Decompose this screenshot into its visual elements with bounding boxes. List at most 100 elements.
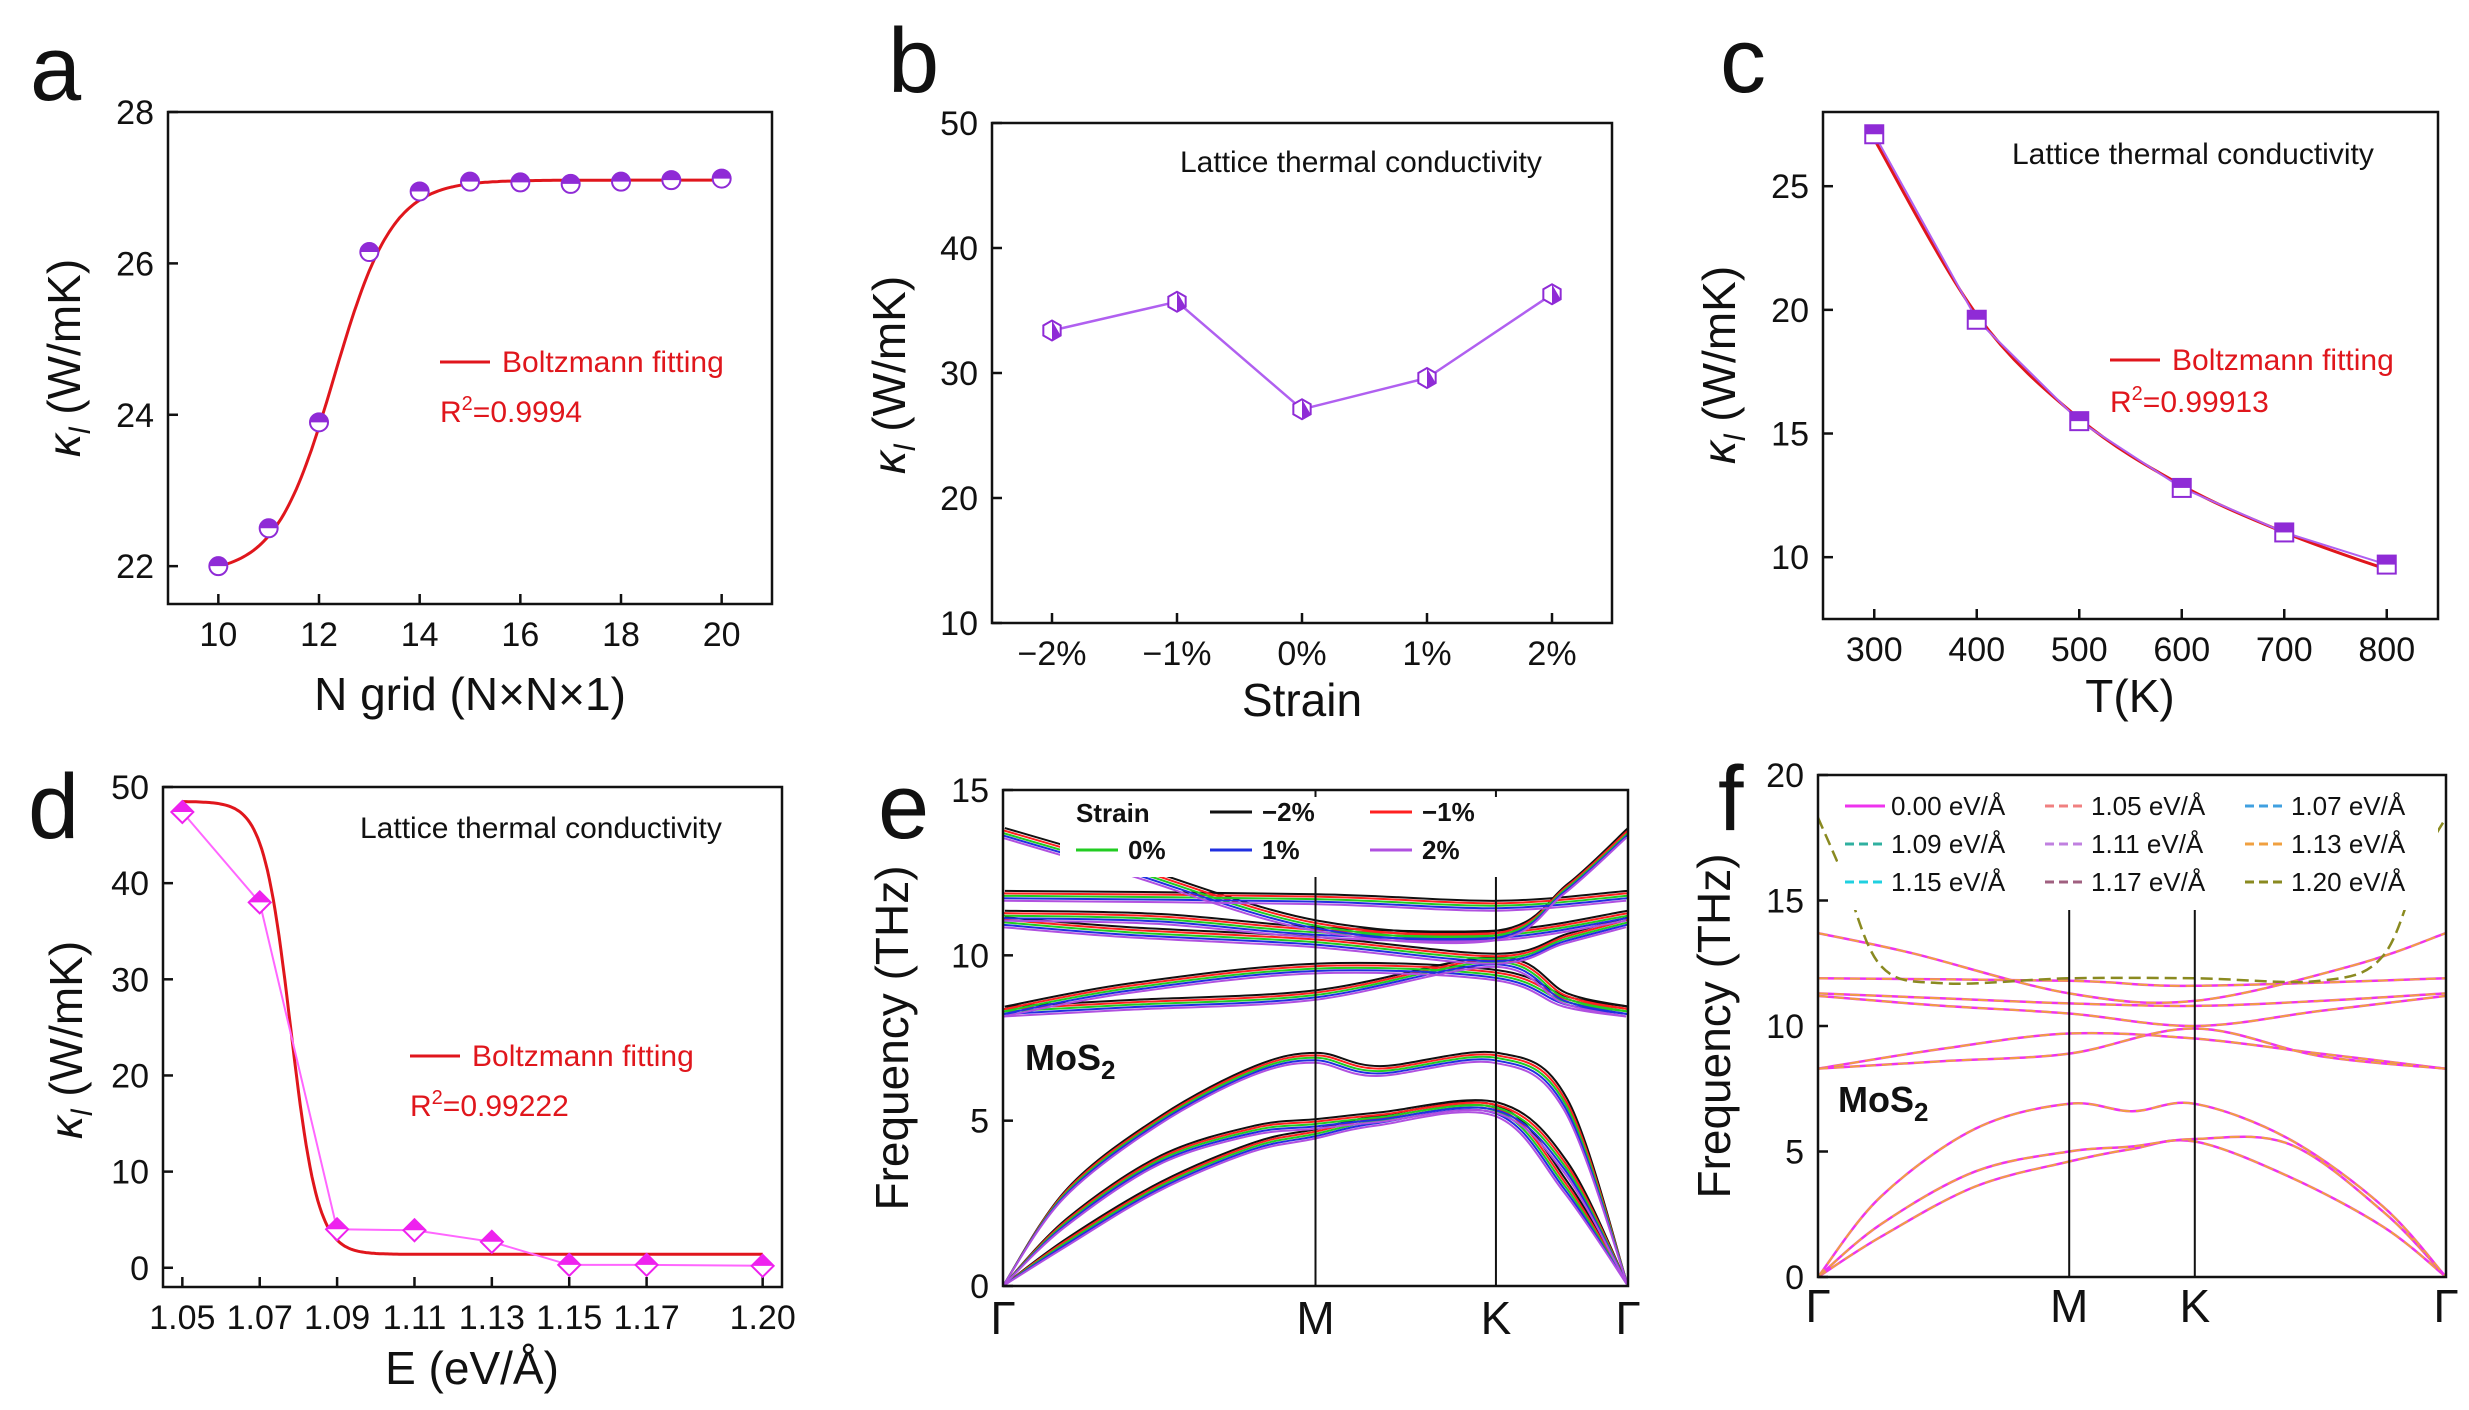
panel-e-band-path [1002,1111,1629,1287]
panel-a-point-fill [410,182,429,192]
panel-b-ytick-label: 30 [940,355,978,393]
panel-e-band-path [1002,1050,1629,1287]
panel-a-xtick-label: 10 [199,616,237,654]
panel-b-title: Lattice thermal conductivity [1180,146,1542,179]
panel-a-point [611,171,631,192]
panel-a-xtick-label: 14 [401,616,439,654]
panel-e-kpoint-label: Γ [1615,1292,1640,1344]
panel-e-band-path [1003,918,1629,958]
panel-f-band-dashed [1817,932,2447,1004]
panel-d-xtick-label: 1.11 [383,1299,447,1337]
panel-e-legend-title: Strain [1076,798,1150,828]
panel-c-point-fill [2377,555,2396,565]
panel-c-xtick-label: 500 [2051,631,2108,669]
panel-a-ytick-label: 22 [116,548,154,586]
panel-e-band-path [1002,1106,1629,1287]
panel-d-point [556,1252,582,1278]
panel-a-point-fill [612,172,630,182]
panel-b-xtick-label: 1% [1402,635,1451,673]
panel-e-band-path [1004,909,1629,933]
panel-e-band-path [1002,919,1627,943]
panel-f-band-dashed [1817,992,2447,1007]
panel-d: d 1.05 1.07 1.09 1.11 1.13 1.15 1.17 1.20 0 10 20 3… [28,756,796,1394]
panel-f-ytick-label: 0 [1785,1259,1804,1297]
panel-c-xlabel: T(K) [2085,670,2174,722]
panel-f-ylabel: Frequency (THz) [1688,853,1740,1198]
panel-d-xtick-label: 1.13 [459,1299,525,1337]
panel-c-points [1864,124,2397,575]
panel-c-r2: R2=0.99913 [2110,383,2269,419]
panel-e: e 0 5 10 15 Γ M K Γ Strain −2% −1% 0% 1% 2% MoS2 Fr… [866,756,1641,1344]
panel-d-xtick-label: 1.07 [227,1299,293,1337]
panel-e-band-path [1002,921,1629,960]
panel-b-ytick-label: 10 [940,605,978,643]
panel-e-band-path [1002,1055,1629,1287]
panel-a-point-fill [360,243,379,253]
panel-a-r2: R2=0.9994 [440,393,582,429]
panel-c-point-fill [2070,412,2089,422]
panel-f-band-dashed [1817,1135,2447,1278]
panel-a-point-fill [310,413,328,423]
panel-c-title: Lattice thermal conductivity [2012,138,2374,171]
panel-f-band-dashed [1817,994,2447,1028]
panel-a-xtick-label: 20 [703,616,741,654]
panel-a-ytick-label: 24 [116,397,154,435]
panel-e-band-path [1002,1106,1629,1287]
panel-c-point [2274,522,2295,543]
panel-d-letter: d [28,756,79,858]
panel-b-point [1042,319,1062,342]
panel-a-ytick-label: 28 [116,94,154,132]
panel-d-ytick-label: 0 [130,1250,149,1288]
panel-e-band-path [1003,958,1629,1011]
panel-f-legend-label: 1.15 eV/Å [1891,867,2006,897]
panel-a-point-fill [712,169,731,179]
panel-e-band-path [1002,926,1627,965]
panel-d-xtick-label: 1.05 [149,1299,215,1337]
panel-e-legend: Strain −2% −1% 0% 1% 2% [1060,797,1500,877]
panel-a-point-fill [259,519,278,529]
panel-f-band-dashed [1817,977,2447,987]
panel-d-xtick-label: 1.17 [614,1299,680,1337]
panel-a-ylabel: κl (W/mK) [38,259,97,457]
panel-f-kpoint-label: Γ [1805,1280,1830,1332]
panel-a-point-fill [662,171,681,181]
panel-f-band-dashed [1817,1032,2447,1070]
panel-b: b −2% −1% 0% 1% 2% 10 20 30 40 50 Lattice thermal… [863,10,1614,726]
panel-a-point [510,172,531,193]
panel-d-ytick-label: 10 [111,1154,149,1192]
panel-e-kpoint-label: M [1296,1292,1334,1344]
panel-f-legend-label: 1.11 eV/Å [2091,829,2204,859]
panel-a-point-fill [561,174,580,184]
panel-e-band-path [1002,963,1628,1016]
panel-f-legend-label: 1.07 eV/Å [2291,791,2406,821]
panel-d-frame [161,785,784,1289]
panel-d-xtick-label: 1.15 [536,1299,602,1337]
panel-b-point [1417,366,1437,390]
panel-d-ylabel: κl (W/mK) [40,941,99,1139]
panel-f-legend-label: 1.09 eV/Å [1891,829,2006,859]
panel-f-kpoint-label: Γ [2433,1280,2458,1332]
panel-c-xtick-label: 300 [1846,631,1903,669]
panel-c-xtick-label: 600 [2153,631,2210,669]
panel-d-point [634,1252,660,1278]
panel-e-band-path [1002,1109,1629,1287]
panel-b-ytick-label: 50 [940,105,978,143]
panel-a-point-fill [511,173,530,183]
panel-e-ticks: 0 5 10 15 Γ M K Γ [951,772,1641,1344]
panel-d-point-fill [751,1254,774,1266]
panel-f-band-path [1817,1101,2447,1278]
panel-b-ticks: −2% −1% 0% 1% 2% 10 20 30 40 50 [940,105,1576,673]
panel-a-point [409,181,430,202]
panel-a-legend-label: Boltzmann fitting [502,346,724,379]
panel-b-point-fill [1552,284,1561,305]
panel-e-ytick-label: 10 [951,937,989,975]
panel-a-xtick-label: 18 [602,616,640,654]
panel-b-ytick-label: 20 [940,480,978,518]
panel-b-point-fill [1427,368,1436,388]
panel-d-point [247,889,273,915]
panel-f-legend-label: 1.05 eV/Å [2091,791,2206,821]
panel-a: a 10 12 14 16 18 20 22 24 26 28 N grid (N×N×1) κl… [30,18,774,720]
panel-d-series-line [181,811,763,1267]
panel-b-point-fill [1177,291,1186,312]
panel-f-letter: f [1718,748,1744,850]
